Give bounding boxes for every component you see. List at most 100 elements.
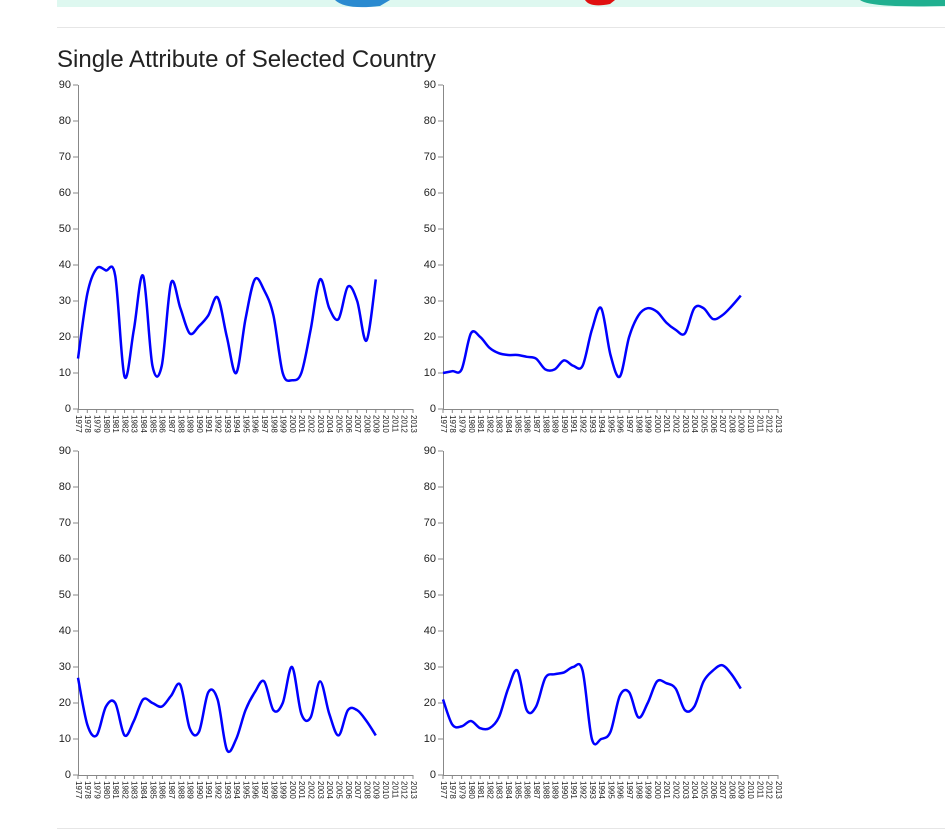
x-tick-label: 1982 [120,781,129,799]
x-tick-label: 2009 [737,415,746,433]
x-tick-label: 2011 [755,415,764,433]
x-tick-label: 1980 [102,781,111,799]
x-tick-label: 1997 [625,781,634,799]
x-tick-label: 1991 [569,415,578,433]
x-tick-label: 2000 [288,415,297,433]
x-tick-label: 2009 [372,415,381,433]
x-tick-label: 1983 [130,415,139,433]
x-tick-label: 2013 [774,415,783,433]
x-tick-label: 2002 [672,415,681,433]
x-tick-label: 1993 [588,781,597,799]
x-tick-label: 1977 [74,415,83,433]
y-tick-label: 40 [424,625,436,637]
y-tick-label: 30 [59,295,71,307]
x-tick-label: 1991 [569,781,578,799]
x-tick-label: 1999 [644,781,653,799]
x-tick-label: 1995 [241,415,250,433]
banner-art [860,0,945,7]
x-tick-label: 2002 [672,781,681,799]
y-tick-label: 0 [430,769,436,781]
x-tick-label: 1986 [158,781,167,799]
x-tick-label: 1988 [541,415,550,433]
x-tick-label: 1985 [513,415,522,433]
x-tick-label: 2013 [774,781,783,799]
x-tick-label: 1984 [504,415,513,433]
x-tick-label: 1985 [148,415,157,433]
x-tick-label: 1989 [186,781,195,799]
y-tick-label: 80 [59,115,71,127]
y-tick-label: 60 [424,553,436,565]
x-tick-label: 1986 [523,415,532,433]
y-tick-label: 90 [59,79,71,91]
x-tick-label: 1977 [74,781,83,799]
x-tick-label: 1981 [111,781,120,799]
y-tick-label: 80 [59,481,71,493]
y-tick-label: 0 [430,403,436,415]
x-tick-label: 2006 [344,415,353,433]
x-tick-label: 2011 [755,781,764,799]
x-tick-label: 1990 [195,415,204,433]
x-tick-label: 1985 [148,781,157,799]
y-tick-label: 40 [59,259,71,271]
x-tick-label: 1987 [167,415,176,433]
x-tick-label: 1987 [532,415,541,433]
data-line [76,665,377,754]
x-tick-label: 1987 [532,781,541,799]
x-tick-label: 1980 [467,781,476,799]
x-tick-label: 1993 [223,415,232,433]
y-tick-label: 30 [424,661,436,673]
x-tick-label: 1977 [439,781,448,799]
y-tick-label: 0 [65,403,71,415]
x-tick-label: 2008 [727,415,736,433]
x-tick-label: 2004 [690,415,699,433]
x-tick-label: 2009 [372,781,381,799]
banner-strip [57,0,945,7]
x-tick-label: 1998 [269,415,278,433]
x-tick-label: 2006 [709,781,718,799]
x-tick-label: 2004 [690,781,699,799]
x-tick-label: 1979 [93,415,102,433]
y-tick-label: 20 [424,697,436,709]
x-tick-label: 1985 [513,781,522,799]
x-tick-label: 1999 [279,781,288,799]
x-tick-label: 2003 [316,415,325,433]
x-tick-label: 1995 [606,781,615,799]
x-tick-label: 2001 [297,781,306,799]
x-tick-label: 2009 [737,781,746,799]
banner-art [585,0,615,6]
y-tick-label: 10 [59,733,71,745]
y-tick-label: 60 [424,187,436,199]
x-tick-label: 2011 [390,781,399,799]
x-tick-label: 1990 [560,415,569,433]
y-tick-label: 70 [424,517,436,529]
x-tick-label: 1995 [241,781,250,799]
x-tick-label: 1984 [139,781,148,799]
data-line [441,662,742,746]
y-tick-label: 10 [59,367,71,379]
x-tick-label: 1984 [504,781,513,799]
x-tick-label: 1992 [578,415,587,433]
y-tick-label: 20 [424,331,436,343]
x-tick-label: 1991 [204,781,213,799]
y-tick-label: 30 [424,295,436,307]
x-tick-label: 2001 [662,415,671,433]
x-tick-label: 2004 [325,781,334,799]
x-tick-label: 2000 [288,781,297,799]
x-tick-label: 1983 [495,781,504,799]
x-tick-label: 2003 [316,781,325,799]
x-tick-label: 1997 [260,415,269,433]
x-tick-label: 1994 [597,781,606,799]
x-tick-label: 2007 [353,415,362,433]
x-tick-label: 1986 [158,415,167,433]
x-tick-label: 2005 [699,415,708,433]
x-tick-label: 1996 [251,781,260,799]
x-tick-label: 1979 [93,781,102,799]
x-tick-label: 1980 [102,415,111,433]
x-tick-label: 1991 [204,415,213,433]
x-tick-label: 1980 [467,415,476,433]
x-tick-label: 2003 [681,415,690,433]
y-tick-label: 70 [59,151,71,163]
x-tick-label: 1990 [195,781,204,799]
x-tick-label: 2006 [709,415,718,433]
